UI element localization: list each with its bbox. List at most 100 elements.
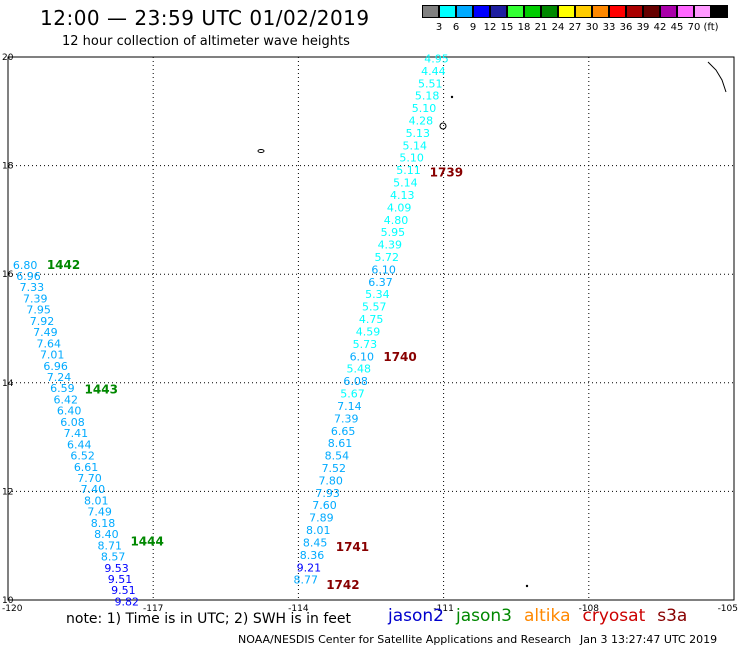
pass-time-label: 1741: [336, 540, 369, 554]
wave-height-label: 5.67: [340, 388, 365, 401]
scale-label: 15: [500, 22, 514, 33]
scale-swatch: [711, 5, 728, 18]
credit-text: NOAA/NESDIS Center for Satellite Applica…: [238, 633, 572, 646]
scale-swatch: [592, 5, 609, 18]
satellite-cryosat: cryosat: [582, 606, 646, 626]
wave-height-label: 7.70: [77, 472, 102, 485]
scale-label: 42: [653, 22, 667, 33]
wave-height-label: 8.01: [306, 524, 331, 537]
satellite-s3a: s3a: [657, 606, 688, 626]
scale-swatch: [473, 5, 490, 18]
pass-time-label: 1742: [326, 578, 359, 592]
scale-swatch: [660, 5, 677, 18]
wave-height-label: 4.13: [390, 189, 415, 202]
scale-label: 6: [452, 22, 460, 33]
y-tick-label: 18: [2, 162, 14, 172]
coastline: [707, 61, 727, 93]
wave-height-label: 6.08: [60, 416, 85, 429]
pass-time-label: 1444: [130, 535, 163, 549]
wave-height-label: 7.89: [309, 512, 334, 525]
wave-height-label: 5.14: [393, 177, 418, 190]
scale-label: (ft): [703, 22, 719, 33]
scale-label: 9: [469, 22, 477, 33]
wave-height-label: 4.95: [424, 52, 449, 65]
wave-height-label: 7.40: [81, 483, 106, 496]
wave-height-label: 7.95: [26, 304, 50, 317]
x-tick-label: -120: [2, 604, 23, 614]
island-shape: [439, 122, 447, 130]
pass-time-label: 1442: [47, 258, 80, 272]
scale-swatch: [575, 5, 592, 18]
scale-swatch: [541, 5, 558, 18]
scale-label: 39: [636, 22, 650, 33]
wave-height-label: 8.77: [294, 574, 319, 587]
wave-height-label: 5.14: [402, 139, 427, 152]
wave-height-label: 5.34: [365, 288, 390, 301]
scale-label: 30: [585, 22, 599, 33]
scale-swatch: [507, 5, 524, 18]
plot-frame: [7, 56, 735, 601]
wave-height-label: 6.65: [331, 425, 356, 438]
wave-height-label: 7.49: [33, 326, 58, 339]
scale-swatch: [643, 5, 660, 18]
wave-height-label: 6.10: [371, 263, 396, 276]
wave-height-label: 5.11: [396, 164, 421, 177]
footer-note: note: 1) Time is in UTC; 2) SWH is in fe…: [66, 611, 352, 627]
wave-height-label: 6.08: [343, 375, 368, 388]
wave-height-label: 4.80: [384, 214, 409, 227]
x-tick-label: -105: [718, 604, 738, 614]
scale-swatch: [609, 5, 626, 18]
wave-height-label: 7.24: [47, 371, 72, 384]
wave-height-label: 4.28: [409, 114, 434, 127]
wave-height-label: 7.01: [40, 349, 65, 362]
wave-height-label: 5.57: [362, 301, 387, 314]
wave-height-label: 4.39: [378, 239, 403, 252]
wave-height-label: 8.18: [91, 517, 116, 530]
scale-swatch: [524, 5, 541, 18]
wave-height-label: 7.64: [37, 337, 62, 350]
wave-height-label: 8.54: [325, 450, 350, 463]
scale-label: 27: [568, 22, 582, 33]
wave-height-label: 8.40: [94, 528, 119, 541]
y-tick-label: 12: [2, 487, 13, 497]
scale-swatch: [422, 5, 439, 18]
scale-label: 70: [687, 22, 701, 33]
wave-height-label: 7.39: [334, 412, 359, 425]
wave-height-label: 5.95: [381, 226, 406, 239]
wave-height-label: 6.59: [50, 382, 75, 395]
wave-height-label: 4.59: [356, 325, 381, 338]
wave-height-label: 8.36: [300, 549, 325, 562]
satellite-jason3: jason3: [456, 606, 512, 626]
wave-height-label: 5.18: [415, 90, 440, 103]
wave-height-label: 9.53: [104, 562, 129, 575]
wave-height-label: 4.44: [421, 65, 446, 78]
wave-height-label: 7.52: [322, 462, 347, 475]
wave-height-label: 7.93: [315, 487, 340, 500]
chart-subtitle: 12 hour collection of altimeter wave hei…: [62, 34, 350, 49]
wave-height-label: 7.80: [318, 474, 343, 487]
island-shape: [257, 149, 265, 153]
wave-height-label: 5.51: [418, 77, 443, 90]
satellite-legend: jason2 jason3 altika cryosat s3a: [388, 606, 699, 626]
wave-height-label: 6.96: [43, 360, 68, 373]
wave-height-label: 6.61: [74, 461, 99, 474]
wave-height-label: 9.51: [111, 584, 136, 597]
wave-height-label: 6.10: [350, 350, 375, 363]
wave-height-label: 4.09: [387, 201, 412, 214]
wave-height-label: 6.37: [368, 276, 393, 289]
credit-timestamp: Jan 3 13:27:47 UTC 2019: [580, 633, 718, 646]
satellite-altika: altika: [524, 606, 571, 626]
y-tick-label: 14: [2, 379, 14, 389]
wave-height-label: 6.42: [53, 393, 78, 406]
wave-height-label: 8.71: [98, 539, 123, 552]
wave-height-label: 8.01: [84, 494, 109, 507]
wave-height-label: 5.13: [406, 127, 431, 140]
y-tick-label: 10: [2, 596, 14, 606]
scale-swatch: [677, 5, 694, 18]
wave-height-label: 6.52: [70, 450, 95, 463]
y-tick-label: 20: [2, 53, 14, 63]
pass-time-label: 1443: [85, 383, 118, 397]
chart-title: 12:00 — 23:59 UTC 01/02/2019: [40, 6, 370, 30]
wave-height-label: 7.14: [337, 400, 362, 413]
